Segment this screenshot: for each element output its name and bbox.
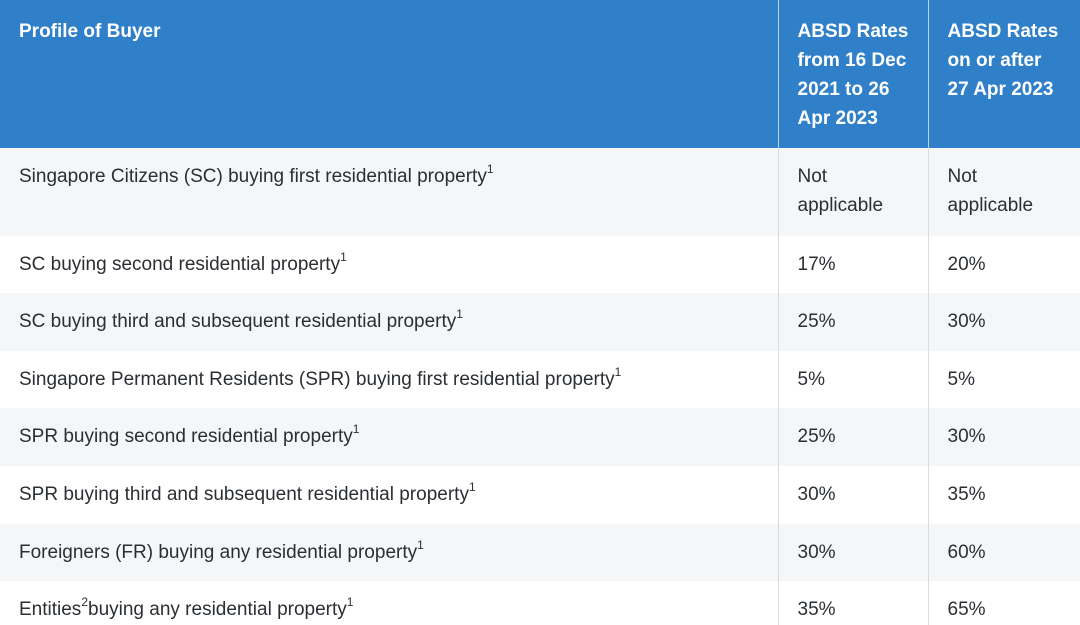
rate-current-cell: 65% (947, 599, 986, 620)
footnote-marker: 1 (614, 364, 622, 379)
rate-previous-cell: 30% (778, 524, 929, 581)
footnote-marker: 1 (456, 306, 463, 321)
profile-cell: SC buying third and subsequent residenti… (0, 293, 779, 351)
header-profile-of-buyer: Profile of Buyer (0, 0, 779, 148)
profile-prefix-text: Entities (19, 599, 82, 620)
rate-previous-cell: 35% (778, 581, 929, 625)
profile-text: SC buying third and subsequent residenti… (19, 311, 457, 332)
rate-current-cell: 20% (947, 254, 986, 275)
rate-previous-cell: 30% (778, 466, 929, 524)
profile-text: SPR buying second residential property (19, 426, 353, 447)
profile-text: Singapore Permanent Residents (SPR) buyi… (19, 369, 615, 390)
header-row: Profile of Buyer ABSD Rates from 16 Dec … (0, 0, 1080, 148)
footnote-marker: 1 (417, 537, 424, 552)
footnote-marker: 1 (468, 479, 476, 494)
footnote-marker: 2 (81, 594, 88, 609)
profile-text: Singapore Citizens (SC) buying first res… (19, 166, 487, 187)
rate-previous-cell: 17% (778, 236, 929, 293)
profile-cell: SPR buying third and subsequent resident… (0, 466, 779, 524)
footnote-marker: 1 (486, 161, 494, 176)
profile-cell: Entities2buying any residential property… (0, 581, 779, 625)
table-row: SPR buying second residential property1 … (0, 408, 1080, 466)
profile-text: Foreigners (FR) buying any residential p… (19, 542, 418, 563)
table-body: Singapore Citizens (SC) buying first res… (0, 148, 1080, 625)
profile-cell: Singapore Permanent Residents (SPR) buyi… (0, 351, 779, 408)
footnote-marker: 1 (340, 249, 347, 264)
profile-cell: Foreigners (FR) buying any residential p… (0, 524, 779, 581)
table-row: Foreigners (FR) buying any residential p… (0, 524, 1080, 581)
profile-cell: SC buying second residential property1 (0, 236, 779, 293)
profile-text: SPR buying third and subsequent resident… (19, 484, 469, 505)
rate-previous-cell: 25% (778, 408, 929, 466)
profile-cell: SPR buying second residential property1 (0, 408, 779, 466)
rate-current-cell: 35% (947, 484, 986, 505)
rate-previous-cell: Not applicable (778, 148, 929, 236)
rate-current-cell: 60% (947, 542, 986, 563)
footnote-marker: 1 (346, 594, 354, 609)
table-row: Entities2buying any residential property… (0, 581, 1080, 625)
table-row: SPR buying third and subsequent resident… (0, 466, 1080, 524)
rate-current-cell: 30% (947, 426, 986, 447)
rate-current-cell: Not applicable (947, 166, 1034, 216)
rate-previous-cell: 5% (778, 351, 929, 408)
profile-text: buying any residential property (88, 599, 347, 620)
profile-text: SC buying second residential property (19, 254, 341, 275)
header-rates-previous: ABSD Rates from 16 Dec 2021 to 26 Apr 20… (778, 0, 929, 148)
table-row: SC buying third and subsequent residenti… (0, 293, 1080, 351)
rate-current-cell: 5% (947, 369, 975, 390)
table-row: SC buying second residential property1 1… (0, 236, 1080, 293)
table-header: Profile of Buyer ABSD Rates from 16 Dec … (0, 0, 1080, 148)
table-row: Singapore Citizens (SC) buying first res… (0, 148, 1080, 236)
rate-current-cell: 30% (947, 311, 986, 332)
rate-previous-cell: 25% (778, 293, 929, 351)
footnote-marker: 1 (352, 421, 360, 436)
table-row: Singapore Permanent Residents (SPR) buyi… (0, 351, 1080, 408)
header-rates-current: ABSD Rates on or after 27 Apr 2023 (947, 21, 1059, 100)
profile-cell: Singapore Citizens (SC) buying first res… (0, 148, 779, 236)
